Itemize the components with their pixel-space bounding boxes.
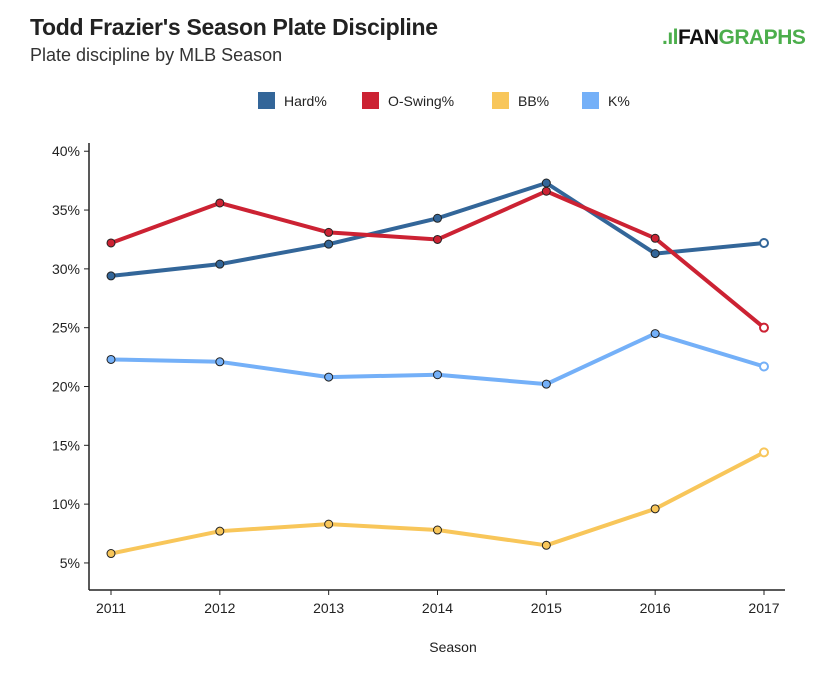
x-tick-label: 2012 xyxy=(204,600,235,616)
data-point-O-Swing%-2016 xyxy=(650,233,660,243)
data-point-BB%-2011 xyxy=(106,549,116,559)
legend-label: O-Swing% xyxy=(388,93,454,109)
legend-label: Hard% xyxy=(284,93,327,109)
y-tick-label: 35% xyxy=(52,202,80,218)
data-point-O-Swing%-2013 xyxy=(324,227,334,237)
data-point-BB%-2014 xyxy=(433,525,442,535)
data-point-O-Swing%-2015 xyxy=(541,186,551,196)
data-point-Hard%-2017 xyxy=(759,237,769,248)
x-tick-label: 2015 xyxy=(531,600,562,616)
data-point-O-Swing%-2011 xyxy=(106,238,116,248)
data-point-K%-2014 xyxy=(433,370,442,380)
data-point-BB%-2016 xyxy=(650,504,660,514)
series-line-Hard% xyxy=(110,180,765,278)
y-tick-label: 25% xyxy=(52,320,80,336)
logo-graphs: GRAPHS xyxy=(718,26,806,49)
series-line-BB% xyxy=(110,450,765,556)
data-point-BB%-2013 xyxy=(324,519,334,529)
data-point-Hard%-2015 xyxy=(541,178,551,188)
data-point-BB%-2015 xyxy=(541,540,551,550)
chart-subtitle: Plate discipline by MLB Season xyxy=(30,45,283,65)
data-point-Hard%-2013 xyxy=(324,239,334,249)
y-tick-label: 20% xyxy=(52,378,80,394)
data-point-Hard%-2014 xyxy=(433,213,442,223)
legend-label: BB% xyxy=(518,93,549,109)
data-point-BB%-2012 xyxy=(215,526,225,536)
x-tick-label: 2013 xyxy=(313,600,344,616)
data-point-BB%-2017 xyxy=(759,447,769,458)
data-point-K%-2013 xyxy=(324,372,334,382)
data-point-Hard%-2016 xyxy=(650,249,660,259)
data-point-K%-2012 xyxy=(215,357,225,367)
data-point-Hard%-2011 xyxy=(106,271,116,281)
chart-title: Todd Frazier's Season Plate Discipline xyxy=(30,14,438,40)
y-tick-label: 10% xyxy=(52,496,80,512)
data-point-O-Swing%-2017 xyxy=(759,322,769,333)
data-point-K%-2015 xyxy=(541,379,551,389)
x-tick-label: 2014 xyxy=(422,600,453,616)
data-point-O-Swing%-2014 xyxy=(433,234,442,244)
data-point-K%-2011 xyxy=(106,354,116,364)
data-point-Hard%-2012 xyxy=(215,259,225,269)
x-axis-label: Season xyxy=(429,639,476,655)
y-tick-label: 30% xyxy=(52,261,80,277)
legend-label: K% xyxy=(608,93,630,109)
data-point-O-Swing%-2012 xyxy=(215,198,225,208)
data-point-K%-2016 xyxy=(650,329,660,339)
x-tick-label: 2016 xyxy=(640,600,671,616)
series-line-O-Swing% xyxy=(110,189,766,330)
x-tick-label: 2017 xyxy=(748,600,779,616)
legend-swatch-0 xyxy=(258,92,275,109)
x-tick-label: 2011 xyxy=(96,600,126,616)
fangraphs-logo[interactable]: .ılFANGRAPHS xyxy=(662,26,806,50)
logo-mark: .ıl xyxy=(662,26,679,49)
legend-swatch-2 xyxy=(492,92,509,109)
legend-swatch-3 xyxy=(582,92,599,109)
data-point-K%-2017 xyxy=(759,361,769,372)
y-tick-label: 40% xyxy=(52,143,80,159)
logo-fan: FAN xyxy=(678,26,719,49)
y-tick-label: 15% xyxy=(52,437,80,453)
legend-swatch-1 xyxy=(362,92,379,109)
y-tick-label: 5% xyxy=(60,555,80,571)
